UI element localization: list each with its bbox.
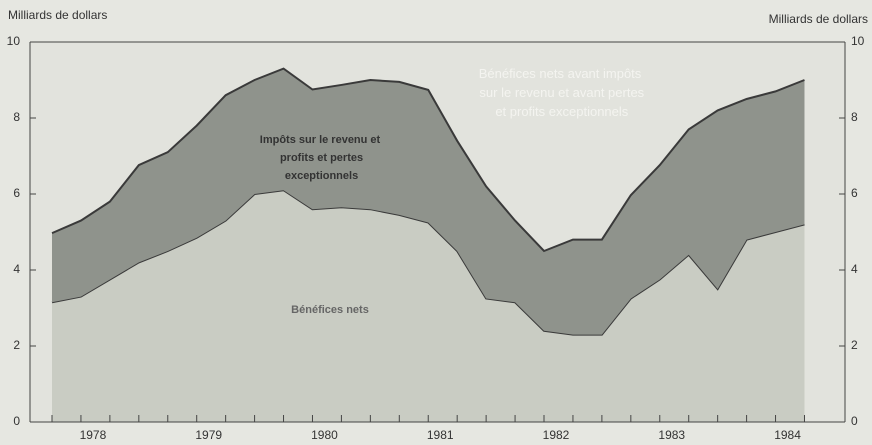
annotation: Bénéfices nets avant impôts sur le reven…: [476, 66, 645, 119]
y-tick-label: 10: [7, 34, 21, 48]
y-tick-label: 2: [13, 338, 20, 352]
x-tick-label: 1980: [311, 428, 338, 442]
area: [51, 68, 805, 335]
y-tick-label: 0: [13, 414, 20, 428]
y-tick-label: 8: [13, 110, 20, 124]
area: [51, 190, 805, 422]
y2-tick-label: 0: [851, 414, 858, 428]
y-tick-label: 4: [13, 262, 20, 276]
area-label: Impôts sur le revenu et profits et perte…: [260, 134, 381, 182]
area-label: Bénéfices nets: [291, 304, 369, 316]
x-tick-label: 1981: [427, 428, 454, 442]
line: [51, 67, 805, 253]
y2-tick-label: 4: [851, 262, 858, 276]
x-tick-label: 1982: [543, 428, 570, 442]
x-tick-label: 1978: [80, 428, 107, 442]
y2-tick-label: 8: [851, 110, 858, 124]
y-tick-label: 6: [13, 186, 20, 200]
y2-tick-label: 6: [851, 186, 858, 200]
y-axis-label: Milliards de dollars: [8, 8, 107, 22]
y2-axis-label: Milliards de dollars: [769, 12, 868, 26]
y2-tick-label: 10: [851, 34, 865, 48]
y2-tick-label: 2: [851, 338, 858, 352]
x-tick-label: 1984: [774, 428, 801, 442]
x-tick-label: 1983: [658, 428, 685, 442]
x-tick-label: 1979: [195, 428, 222, 442]
